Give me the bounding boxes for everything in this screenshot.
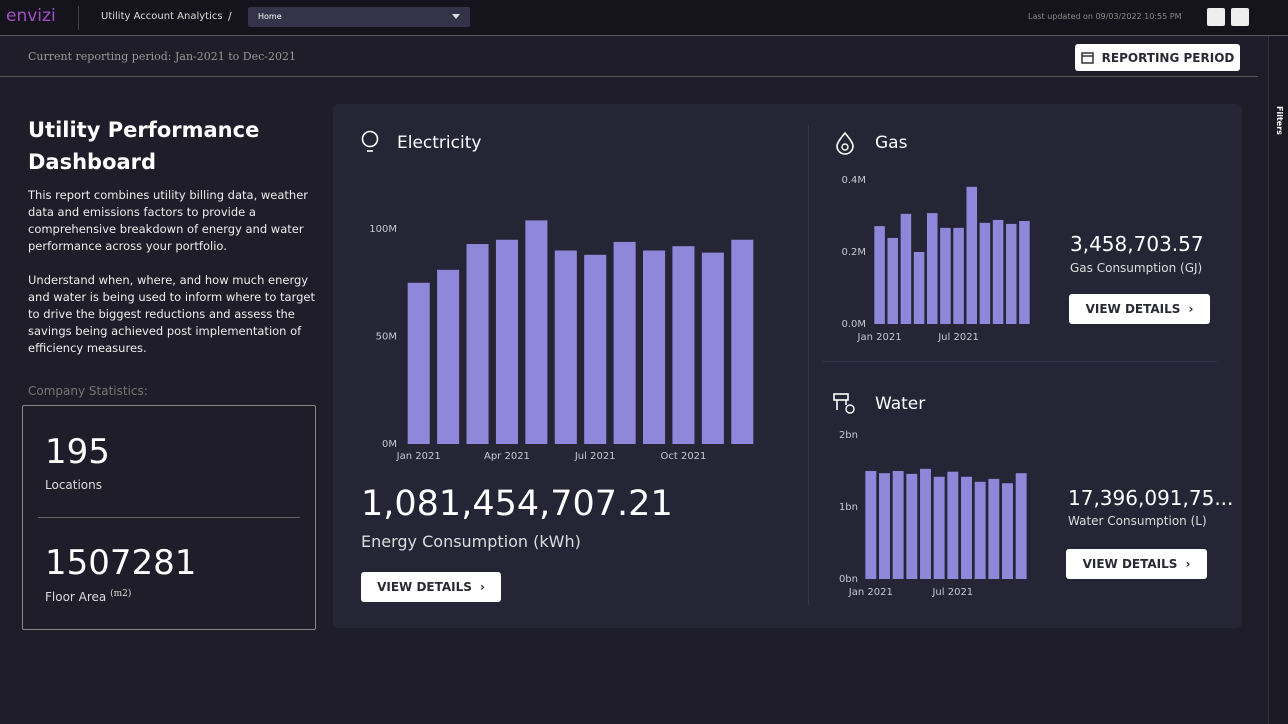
stat-value: 1507281 (45, 543, 197, 583)
toolbar-rule (0, 76, 1258, 77)
kpi-label: Water Consumption (L) (1068, 514, 1207, 528)
view-details-button[interactable]: VIEW DETAILS › (361, 572, 501, 602)
intro-paragraph: Understand when, where, and how much ene… (28, 273, 315, 355)
intro-title: Utility Performance Dashboard (28, 118, 260, 174)
chart-title: Gas (875, 133, 908, 153)
intro-paragraph: This report combines utility billing dat… (28, 188, 309, 253)
calendar-icon (1080, 52, 1094, 64)
stat-label-text: Floor Area (45, 590, 107, 604)
reporting-period-button[interactable]: REPORTING PERIOD (1075, 44, 1240, 71)
chevron: › (1185, 557, 1191, 571)
dropdown-value: Home (258, 12, 282, 21)
kpi-label: Energy Consumption (kWh) (361, 532, 581, 551)
button-label: REPORTING PERIOD (1101, 50, 1235, 65)
stats-label: Company Statistics: (28, 384, 148, 398)
stats-box (22, 405, 316, 630)
stat-label: Floor Area (m2) (45, 589, 131, 604)
button-label: VIEW DETAILS (1085, 302, 1181, 316)
view-details-button[interactable]: VIEW DETAILS › (1066, 549, 1207, 579)
filter-sidebar[interactable]: Filters (1268, 36, 1288, 724)
card-divider (822, 361, 1217, 362)
view-details-button[interactable]: VIEW DETAILS › (1069, 294, 1210, 324)
kpi-value: 17,396,091,75... (1068, 486, 1234, 510)
flame-icon (836, 131, 854, 155)
breadcrumb[interactable]: Utility Account Analytics (101, 11, 223, 22)
kpi-label: Gas Consumption (GJ) (1070, 261, 1203, 275)
button-label: VIEW DETAILS (1082, 557, 1178, 571)
stats-divider (38, 517, 300, 518)
dropdown-arrow (452, 14, 460, 19)
chevron: › (1188, 302, 1194, 316)
download-button[interactable] (1207, 8, 1225, 26)
dropdown[interactable]: Home (248, 7, 470, 27)
divider (78, 6, 79, 30)
filters-label: Filters (1275, 106, 1284, 135)
reporting-period-text: Current reporting period: Jan-2021 to De… (28, 50, 296, 63)
chart-title: Water (875, 394, 926, 414)
share-button[interactable] (1231, 8, 1249, 26)
bulb-icon (361, 130, 379, 152)
chevron: › (479, 580, 485, 594)
separator: / (228, 10, 232, 23)
tap-icon (833, 393, 855, 414)
logo[interactable]: envizi (6, 6, 56, 26)
chart-title: Electricity (397, 133, 482, 153)
card-divider (808, 125, 809, 605)
stat-unit: (m2) (110, 589, 132, 599)
kpi-value: 1,081,454,707.21 (361, 484, 673, 524)
last-updated: Last updated on 09/03/2022 10:55 PM (1028, 12, 1182, 21)
stat-label: Locations (45, 478, 103, 492)
stat-value: 195 (45, 432, 110, 472)
kpi-value: 3,458,703.57 (1070, 232, 1204, 256)
top-bar (0, 0, 1288, 36)
button-label: VIEW DETAILS (377, 580, 472, 594)
